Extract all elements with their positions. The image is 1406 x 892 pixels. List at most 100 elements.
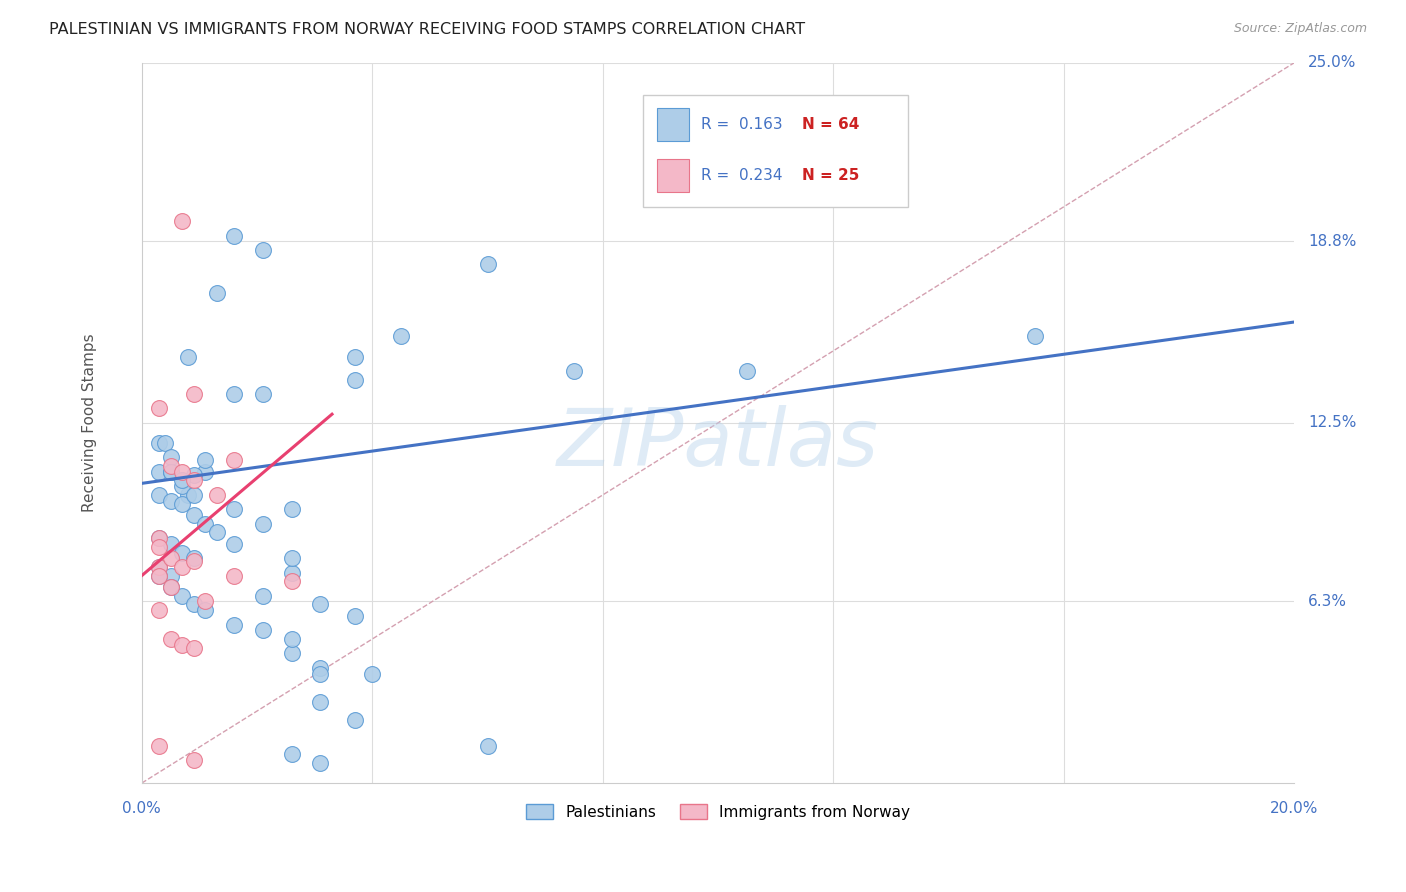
Point xyxy=(159,632,181,646)
Point xyxy=(477,739,499,753)
Point xyxy=(361,666,384,681)
Point xyxy=(159,537,181,551)
Point xyxy=(172,560,194,574)
Text: 12.5%: 12.5% xyxy=(1308,416,1357,430)
Point xyxy=(183,640,205,655)
Point xyxy=(148,568,170,582)
Point xyxy=(148,739,170,753)
Point xyxy=(205,488,228,502)
Point xyxy=(280,551,302,566)
Point xyxy=(172,496,194,510)
Point xyxy=(148,531,170,545)
Text: 25.0%: 25.0% xyxy=(1308,55,1357,70)
Point xyxy=(477,257,499,271)
Text: N = 25: N = 25 xyxy=(803,169,859,183)
Point xyxy=(172,474,194,488)
Point xyxy=(222,453,245,467)
Point xyxy=(389,329,412,343)
Point xyxy=(159,450,181,465)
Point xyxy=(159,551,181,566)
Point xyxy=(172,638,194,652)
Point xyxy=(252,243,274,257)
Point xyxy=(148,465,170,479)
Point xyxy=(183,387,205,401)
Text: PALESTINIAN VS IMMIGRANTS FROM NORWAY RECEIVING FOOD STAMPS CORRELATION CHART: PALESTINIAN VS IMMIGRANTS FROM NORWAY RE… xyxy=(49,22,806,37)
Point xyxy=(344,608,367,623)
Point xyxy=(252,624,274,638)
FancyBboxPatch shape xyxy=(657,108,689,141)
Point xyxy=(148,560,170,574)
Point xyxy=(309,661,332,675)
Point xyxy=(148,568,170,582)
Point xyxy=(159,465,181,479)
Point xyxy=(177,350,200,364)
Point xyxy=(148,540,170,554)
Point xyxy=(183,551,205,566)
Point xyxy=(183,467,205,482)
Point xyxy=(159,465,181,479)
Point xyxy=(183,753,205,767)
Point xyxy=(280,646,302,660)
Point xyxy=(344,713,367,727)
Point xyxy=(344,350,367,364)
Point xyxy=(280,574,302,589)
Point xyxy=(309,598,332,612)
Point xyxy=(194,594,217,608)
Point xyxy=(172,589,194,603)
Point xyxy=(183,598,205,612)
Text: R =  0.234: R = 0.234 xyxy=(700,169,782,183)
Point xyxy=(194,465,217,479)
Point xyxy=(177,488,200,502)
Point xyxy=(735,364,758,378)
FancyBboxPatch shape xyxy=(643,95,908,207)
Point xyxy=(183,554,205,568)
Point xyxy=(222,537,245,551)
Point xyxy=(159,458,181,473)
Point xyxy=(172,545,194,559)
Point xyxy=(172,479,194,493)
Point xyxy=(309,666,332,681)
Point xyxy=(222,568,245,582)
Point xyxy=(148,531,170,545)
Point xyxy=(309,695,332,709)
Legend: Palestinians, Immigrants from Norway: Palestinians, Immigrants from Norway xyxy=(520,797,917,826)
Point xyxy=(280,747,302,762)
Point xyxy=(183,474,205,488)
Point xyxy=(172,465,194,479)
Point xyxy=(222,502,245,516)
Point xyxy=(252,387,274,401)
Point xyxy=(159,580,181,594)
Point xyxy=(280,566,302,580)
Point xyxy=(153,436,176,450)
Point xyxy=(148,401,170,416)
Text: 18.8%: 18.8% xyxy=(1308,234,1357,249)
Point xyxy=(252,516,274,531)
Point xyxy=(344,373,367,387)
Point xyxy=(159,568,181,582)
Point xyxy=(194,603,217,617)
Text: Source: ZipAtlas.com: Source: ZipAtlas.com xyxy=(1233,22,1367,36)
Text: 0.0%: 0.0% xyxy=(122,801,162,816)
Point xyxy=(222,617,245,632)
Text: 20.0%: 20.0% xyxy=(1270,801,1319,816)
Point xyxy=(148,488,170,502)
Point xyxy=(222,387,245,401)
Point xyxy=(222,228,245,243)
Point xyxy=(280,632,302,646)
Point xyxy=(1024,329,1046,343)
Point xyxy=(159,580,181,594)
Text: 6.3%: 6.3% xyxy=(1308,594,1347,609)
Point xyxy=(205,286,228,301)
Point xyxy=(172,214,194,228)
Point xyxy=(148,436,170,450)
Point xyxy=(183,508,205,522)
Point xyxy=(148,603,170,617)
Point xyxy=(309,756,332,770)
Point xyxy=(562,364,585,378)
Point xyxy=(159,493,181,508)
Point xyxy=(205,525,228,540)
Point xyxy=(148,560,170,574)
Point xyxy=(194,453,217,467)
Text: ZIPatlas: ZIPatlas xyxy=(557,406,879,483)
Text: N = 64: N = 64 xyxy=(803,117,859,132)
